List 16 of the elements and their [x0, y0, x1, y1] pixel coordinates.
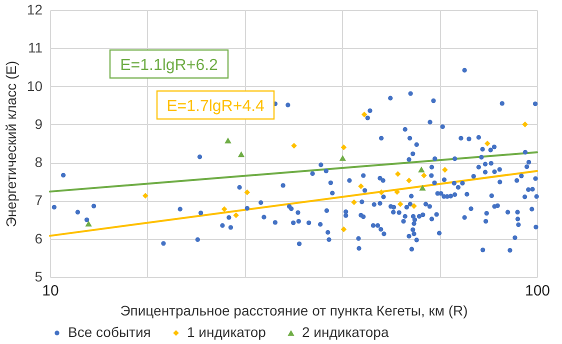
annotation: E=1.1lgR+6.2 [120, 57, 218, 74]
y-tick-label: 10 [26, 78, 43, 94]
x-tick-label: 100 [524, 282, 550, 300]
x-axis-title: Эпицентральное расстояние от пункта Кегеты, км (R) [120, 302, 468, 318]
y-tick-label: 8 [34, 154, 43, 170]
y-tick-label: 12 [26, 2, 43, 18]
y-tick-label: 7 [34, 192, 43, 208]
y-tick-label: 6 [34, 230, 43, 246]
legend-label: Все события [68, 324, 151, 340]
legend-label: 1 индикатор [187, 324, 266, 340]
annotation: E=1.7lgR+4.4 [166, 98, 265, 115]
y-tick-label: 5 [34, 268, 43, 284]
y-axis-title: Энергетический класс (E) [2, 60, 19, 228]
y-tick-label: 9 [34, 116, 43, 132]
legend-label: 2 индикатора [302, 324, 389, 340]
y-tick-label: 11 [28, 40, 43, 56]
